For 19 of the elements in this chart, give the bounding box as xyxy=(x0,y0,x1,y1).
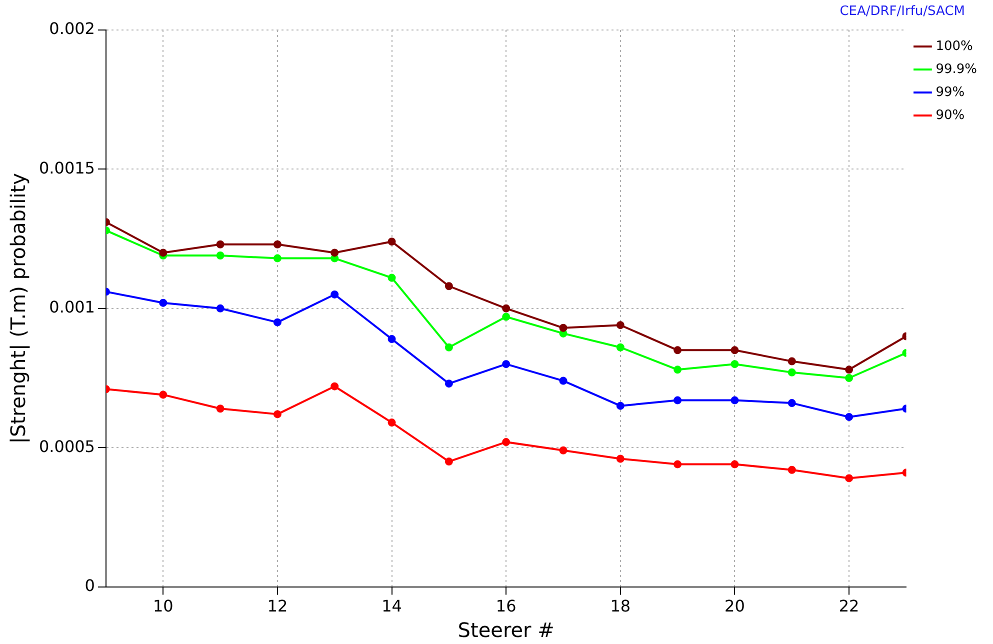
x-tick-label: 16 xyxy=(496,596,516,616)
legend-label: 100% xyxy=(936,38,973,54)
y-tick-label: 0.0005 xyxy=(39,436,95,456)
x-tick-label: 22 xyxy=(838,596,860,616)
y-tick-label: 0.0015 xyxy=(39,158,95,178)
x-tick-label: 18 xyxy=(610,596,631,616)
y-tick-label: 0.001 xyxy=(49,298,95,317)
legend-label: 90% xyxy=(936,108,965,123)
x-tick-label: 20 xyxy=(724,596,745,616)
x-tick-label: 12 xyxy=(267,596,288,616)
y-tick-label: 0.002 xyxy=(49,19,95,38)
x-tick-label: 10 xyxy=(152,596,174,616)
y-axis-title: |Strenght| (T.m) probability xyxy=(6,172,30,444)
x-tick-label: 14 xyxy=(382,596,402,616)
legend-label: 99.9% xyxy=(936,62,978,77)
y-tick-label: 0 xyxy=(84,576,95,595)
x-axis-title: Steerer # xyxy=(458,618,554,642)
text: CEA/DRF/Irfu/SACM xyxy=(840,4,965,19)
legend-label: 99% xyxy=(936,84,965,100)
